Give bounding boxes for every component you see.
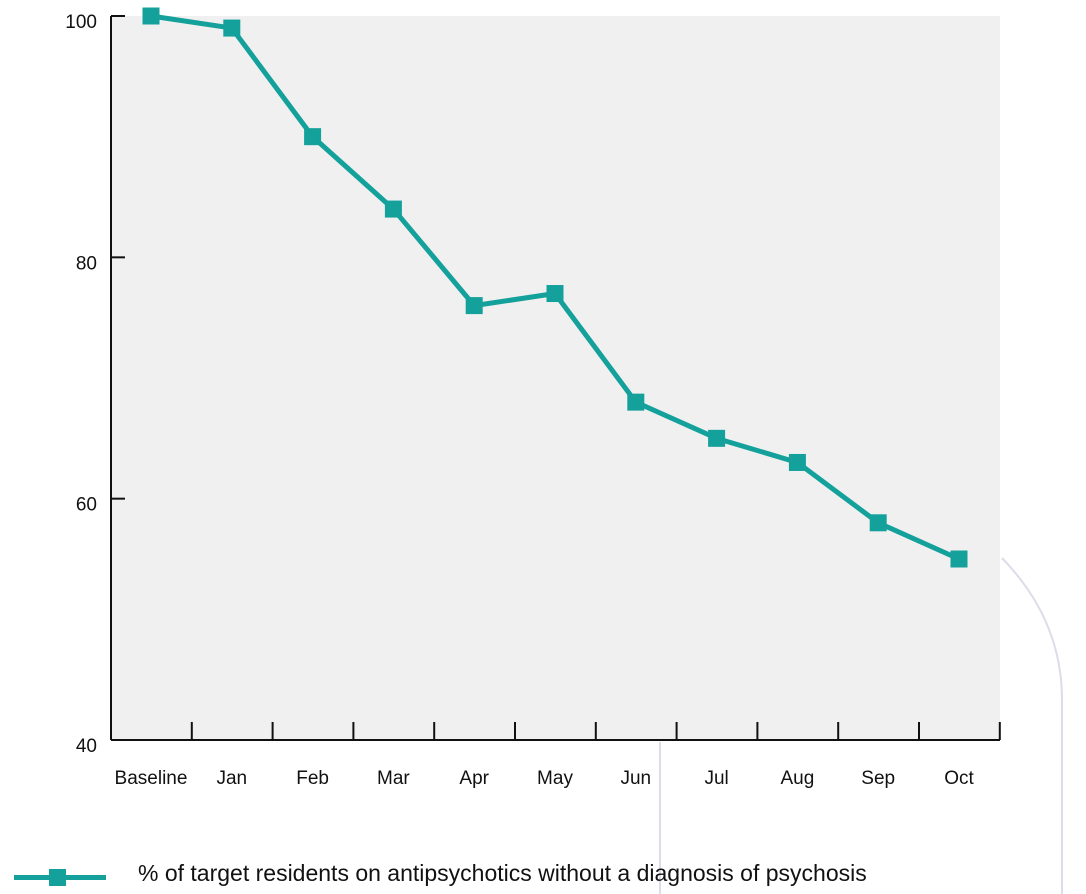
series-line-group bbox=[142, 7, 968, 568]
data-point-marker bbox=[304, 128, 322, 146]
x-tick-label: Oct bbox=[944, 768, 974, 789]
data-point-marker bbox=[708, 429, 726, 447]
data-point-marker bbox=[142, 7, 160, 25]
x-axis: Baseline Jan Feb Mar Apr May Jun Jul Aug Sep Oct bbox=[111, 722, 1001, 789]
legend-square-marker-icon bbox=[49, 869, 66, 886]
legend-label: % of target residents on antipsychotics … bbox=[138, 860, 867, 886]
y-tick-label: 60 bbox=[76, 495, 97, 516]
x-tick-label: Feb bbox=[296, 768, 329, 789]
x-tick-label: Baseline bbox=[115, 768, 188, 789]
x-tick-label: Aug bbox=[780, 768, 814, 789]
data-point-marker bbox=[950, 550, 968, 568]
x-tick-label: May bbox=[537, 768, 573, 789]
x-tick-label: Jul bbox=[704, 768, 728, 789]
data-point-marker bbox=[465, 297, 483, 315]
plot-background bbox=[111, 16, 1000, 740]
x-tick-label: Sep bbox=[861, 768, 895, 789]
x-tick-label: Mar bbox=[377, 768, 410, 789]
data-point-marker bbox=[627, 393, 645, 411]
x-tick-label: Apr bbox=[459, 768, 489, 789]
x-tick-label: Jun bbox=[620, 768, 651, 789]
y-tick-label: 40 bbox=[76, 736, 97, 757]
y-axis: 40 60 80 100 bbox=[65, 12, 125, 757]
data-point-marker bbox=[546, 285, 564, 303]
y-tick-label: 80 bbox=[76, 253, 97, 274]
data-point-marker bbox=[384, 200, 402, 218]
data-point-marker bbox=[869, 514, 887, 532]
data-point-marker bbox=[788, 453, 806, 471]
legend: % of target residents on antipsychotics … bbox=[0, 858, 1086, 892]
x-tick-label: Jan bbox=[216, 768, 247, 789]
y-tick-label: 100 bbox=[65, 12, 97, 33]
data-point-marker bbox=[223, 19, 241, 37]
decorative-arc bbox=[659, 557, 1063, 894]
